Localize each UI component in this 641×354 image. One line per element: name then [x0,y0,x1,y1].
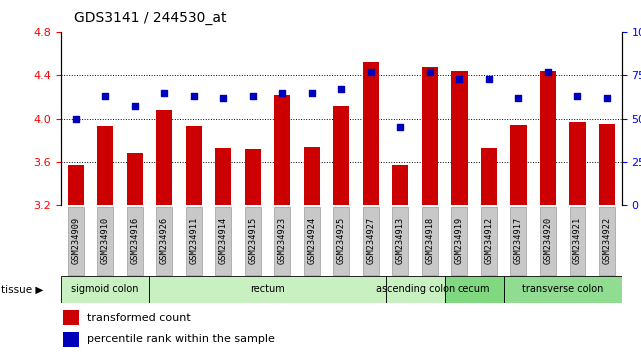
Text: percentile rank within the sample: percentile rank within the sample [87,334,274,344]
Bar [245,207,261,275]
Text: GSM234920: GSM234920 [544,217,553,264]
Text: GSM234917: GSM234917 [514,217,523,264]
Text: GSM234921: GSM234921 [573,217,582,264]
Bar [504,276,622,303]
Point [336,86,346,92]
Bar [186,126,202,205]
Bar [392,207,408,275]
Text: GSM234926: GSM234926 [160,217,169,264]
Bar [599,124,615,205]
Bar [363,62,379,205]
Bar [127,207,143,275]
Bar [63,310,79,325]
Bar [215,148,231,205]
Point [425,69,435,75]
Point [513,95,524,101]
Point [218,95,228,101]
Text: GSM234922: GSM234922 [603,217,612,264]
Bar [304,207,320,275]
Bar [156,207,172,275]
Point [543,69,553,75]
Bar [540,207,556,275]
Text: transformed count: transformed count [87,313,190,323]
Bar [126,153,143,205]
Bar [540,71,556,205]
Bar [156,110,172,205]
Text: GDS3141 / 244530_at: GDS3141 / 244530_at [74,11,226,25]
Bar [510,207,526,275]
Text: GSM234915: GSM234915 [248,217,257,264]
Bar [392,165,408,205]
Point [71,116,81,121]
Text: GSM234909: GSM234909 [71,217,80,264]
Bar [304,147,320,205]
Point [277,90,287,96]
Text: GSM234912: GSM234912 [485,217,494,264]
Text: GSM234927: GSM234927 [367,217,376,264]
Bar [333,207,349,275]
Text: transverse colon: transverse colon [522,284,603,295]
Bar [61,276,149,303]
Bar [510,125,526,205]
Bar [445,276,504,303]
Bar [97,207,113,275]
Text: ascending colon: ascending colon [376,284,454,295]
Bar [422,207,438,275]
Text: GSM234923: GSM234923 [278,217,287,264]
Bar [149,276,386,303]
Bar [481,148,497,205]
Point [159,90,169,96]
Point [129,104,140,109]
Bar [67,165,84,205]
Point [395,124,406,130]
Point [247,93,258,99]
Bar [63,332,79,347]
Text: rectum: rectum [250,284,285,295]
Bar [422,67,438,205]
Point [454,76,465,81]
Bar [570,207,585,275]
Bar [215,207,231,275]
Point [188,93,199,99]
Bar [274,95,290,205]
Point [366,69,376,75]
Text: GSM234911: GSM234911 [189,217,198,264]
Point [484,76,494,81]
Text: GSM234910: GSM234910 [101,217,110,264]
Bar [363,207,379,275]
Text: GSM234918: GSM234918 [426,217,435,264]
Bar [386,276,445,303]
Bar [569,122,586,205]
Text: GSM234916: GSM234916 [130,217,139,264]
Bar [68,207,83,275]
Text: GSM234925: GSM234925 [337,217,346,264]
Bar [97,126,113,205]
Text: cecum: cecum [458,284,490,295]
Point [100,93,110,99]
Text: tissue ▶: tissue ▶ [1,284,43,295]
Point [572,93,583,99]
Point [306,90,317,96]
Point [602,95,612,101]
Bar [451,207,467,275]
Text: sigmoid colon: sigmoid colon [71,284,139,295]
Bar [186,207,202,275]
Text: GSM234924: GSM234924 [307,217,316,264]
Bar [599,207,615,275]
Bar [274,207,290,275]
Text: GSM234919: GSM234919 [455,217,464,264]
Text: GSM234914: GSM234914 [219,217,228,264]
Bar [333,105,349,205]
Bar [451,71,467,205]
Text: GSM234913: GSM234913 [396,217,405,264]
Bar [481,207,497,275]
Bar [245,149,261,205]
